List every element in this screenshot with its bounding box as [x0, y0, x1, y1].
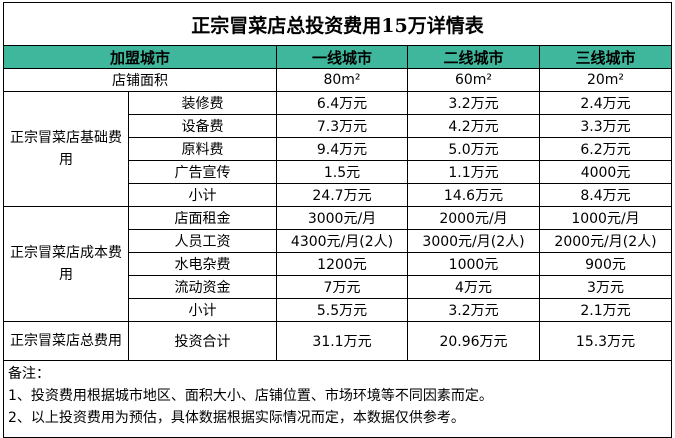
row-label: 原料费	[128, 137, 277, 161]
area-label: 店铺面积	[3, 68, 277, 92]
header-tier1: 一线城市	[276, 45, 408, 69]
header-row: 加盟城市 一线城市 二线城市 三线城市	[3, 45, 673, 69]
total-tier2: 20.96万元	[407, 321, 540, 361]
cell: 8.4万元	[538, 183, 673, 207]
total-group-label: 正宗冒菜店总费用	[3, 321, 129, 361]
area-tier1: 80m²	[276, 68, 408, 92]
notes-cell: 备注： 1、投资费用根据城市地区、面积大小、店铺位置、市场环境等不同因素而定。 …	[2, 360, 673, 438]
total-label: 投资合计	[128, 321, 277, 361]
row-label: 水电杂费	[128, 252, 277, 276]
cell: 24.7万元	[276, 183, 408, 207]
area-row: 店铺面积 80m² 60m² 20m²	[3, 68, 673, 92]
cell: 3000元/月	[276, 206, 408, 230]
cell: 4万元	[407, 275, 540, 299]
table-row: 原料费 9.4万元 5.0万元 6.2万元	[4, 137, 673, 161]
cell: 7万元	[276, 275, 408, 299]
cell: 6.4万元	[276, 91, 408, 115]
row-label: 广告宣传	[128, 160, 277, 184]
table-row: 小计 5.5万元 3.2万元 2.1万元	[4, 298, 673, 322]
cell: 4300元/月(2人)	[276, 229, 408, 253]
notes-row: 备注： 1、投资费用根据城市地区、面积大小、店铺位置、市场环境等不同因素而定。 …	[2, 360, 673, 438]
table-row: 人员工资 4300元/月(2人) 3000元/月(2人) 2000元/月(2人)	[4, 229, 673, 253]
row-label: 流动资金	[128, 275, 277, 299]
cell: 14.6万元	[407, 183, 540, 207]
table-title: 正宗冒菜店总投资费用15万详情表	[2, 2, 673, 46]
row-label: 小计	[128, 183, 277, 207]
table-row: 正宗冒菜店成本费用 店面租金 3000元/月 2000元/月 1000元/月	[3, 206, 673, 322]
cell: 2.4万元	[538, 91, 673, 115]
cell: 2000元/月	[407, 206, 540, 230]
cell: 1000元/月	[538, 206, 673, 230]
notes-heading: 备注：	[8, 366, 50, 382]
cost-group-label: 正宗冒菜店成本费用	[3, 206, 129, 322]
table-row: 正宗冒菜店基础费用 装修费 6.4万元 3.2万元 2.4万元	[3, 91, 673, 207]
cell: 5.0万元	[407, 137, 540, 161]
header-city-label: 加盟城市	[3, 45, 277, 69]
table-row: 水电杂费 1200元 1000元 900元	[4, 252, 673, 276]
row-label: 装修费	[128, 91, 277, 115]
cell: 3000元/月(2人)	[407, 229, 540, 253]
total-tier3: 15.3万元	[538, 321, 673, 361]
cell: 7.3万元	[276, 114, 408, 138]
table-row: 小计 24.7万元 14.6万元 8.4万元	[4, 183, 673, 207]
cell: 1.1万元	[407, 160, 540, 184]
header-tier2: 二线城市	[407, 45, 540, 69]
basic-group-label: 正宗冒菜店基础费用	[3, 91, 129, 207]
cell: 9.4万元	[276, 137, 408, 161]
cell: 1000元	[407, 252, 540, 276]
total-row: 正宗冒菜店总费用 投资合计 31.1万元 20.96万元 15.3万元	[3, 321, 673, 361]
cell: 3万元	[538, 275, 673, 299]
cell: 4000元	[538, 160, 673, 184]
cell: 6.2万元	[538, 137, 673, 161]
cell: 900元	[538, 252, 673, 276]
cell: 1200元	[276, 252, 408, 276]
cell: 2000元/月(2人)	[538, 229, 673, 253]
table-row: 设备费 7.3万元 4.2万元 3.3万元	[4, 114, 673, 138]
table-row: 流动资金 7万元 4万元 3万元	[4, 275, 673, 299]
cell: 3.2万元	[407, 91, 540, 115]
table-row: 广告宣传 1.5元 1.1万元 4000元	[4, 160, 673, 184]
row-label: 小计	[128, 298, 277, 322]
cell: 5.5万元	[276, 298, 408, 322]
note-line: 1、投资费用根据城市地区、面积大小、店铺位置、市场环境等不同因素而定。	[8, 388, 493, 404]
title-row: 正宗冒菜店总投资费用15万详情表	[2, 2, 673, 46]
row-label: 人员工资	[128, 229, 277, 253]
row-label: 设备费	[128, 114, 277, 138]
cell: 2.1万元	[538, 298, 673, 322]
cell: 1.5元	[276, 160, 408, 184]
cell: 4.2万元	[407, 114, 540, 138]
area-tier3: 20m²	[538, 68, 673, 92]
area-tier2: 60m²	[407, 68, 540, 92]
header-tier3: 三线城市	[538, 45, 673, 69]
cell: 3.3万元	[538, 114, 673, 138]
cell: 3.2万元	[407, 298, 540, 322]
row-label: 店面租金	[128, 206, 277, 230]
total-tier1: 31.1万元	[276, 321, 408, 361]
note-line: 2、以上投资费用为预估，具体数据根据实际情况而定，本数据仅供参考。	[8, 410, 465, 426]
